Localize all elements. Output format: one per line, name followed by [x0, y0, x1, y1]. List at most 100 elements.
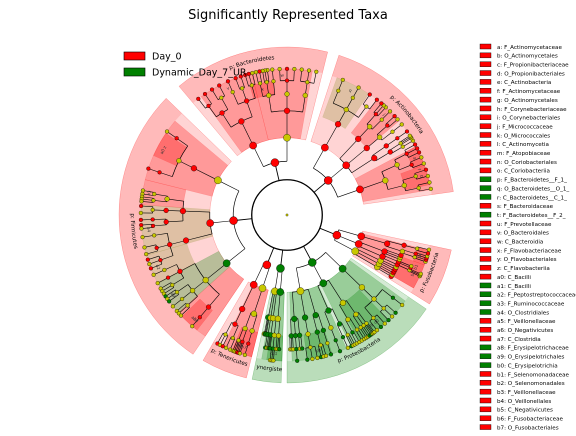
tree-node-p0-0-0-2-2	[258, 81, 262, 85]
side-label-29: a3: F_Ruminococcaceae	[497, 301, 565, 307]
side-label-0: a: F_Actinomycetaceae	[497, 45, 562, 51]
tree-node-p1-0-0-0-1	[414, 174, 418, 178]
side-label-13: n: O_Coriobacteriales	[497, 160, 557, 166]
tree-node-p1-2-0-0-0-1	[368, 93, 372, 97]
tree-node-p2-2-0-1-0-0	[426, 252, 430, 256]
side-label-32: a6: O_Negativicutes	[497, 328, 553, 334]
side-swatch-7	[480, 106, 491, 111]
tree-node-p3-1-1-0-0	[351, 331, 355, 335]
side-swatch-17	[480, 194, 491, 199]
tree-node-p6-0-0-0-0-0	[165, 130, 169, 134]
tree-node-p0-1	[250, 142, 257, 149]
tree-node-p1-1-1-0-0	[391, 130, 395, 134]
tree-node-p5-0-0-0-1-0	[224, 346, 228, 350]
tree-node-p6-2-0-1	[190, 288, 195, 293]
tree-node-p0-1-0-0-0-1	[247, 72, 251, 76]
tree-node-p6-1-1-0-0-0	[141, 235, 145, 239]
side-swatch-19	[480, 212, 491, 217]
side-swatch-33	[480, 336, 491, 341]
side-swatch-9	[480, 124, 491, 129]
tree-node-p0-1-0-0	[244, 99, 249, 104]
root-node	[286, 214, 288, 216]
tree-node-p5-1-0-0-1-2	[238, 351, 242, 355]
side-label-12: m: F_Atopobiaceae	[497, 151, 551, 157]
side-label-14: o: C_Coriobacteriia	[497, 169, 550, 175]
tree-node-p3-1-1-0	[346, 317, 351, 322]
tree-node-p3-1-1-1	[354, 312, 359, 317]
tree-node-p1-1-1-0-1-1	[393, 114, 397, 118]
tree-node-p6-1-1-0-1	[155, 246, 159, 250]
tree-node-p1-1-2-0-1	[374, 112, 378, 116]
tree-node-p6-2-0-0-1-0	[156, 281, 160, 285]
tree-node-p1-1-2-0-1-2	[380, 102, 384, 106]
side-label-28: a2: F_Peptostreptococcaceae	[497, 293, 576, 299]
tree-node-p3-0-2-0-0-2	[324, 354, 328, 358]
side-label-24: y: O_Flavobacteriales	[497, 257, 557, 263]
tree-node-p0-1-0-1-1-0	[203, 92, 207, 96]
tree-node-p3-0-1	[302, 315, 308, 321]
tree-node-p6-1-1-0-1-1	[144, 252, 148, 256]
tree-node-p1-1-1-0-1-0	[396, 117, 400, 121]
tree-node-p0-1-0-0-1	[240, 86, 244, 90]
side-label-33: a7: C_Clostridia	[497, 337, 541, 343]
tree-node-p3-2-0-0-1-2	[394, 311, 398, 315]
tree-node-p0-1-0-0-0	[250, 83, 254, 87]
tree-node-p3-2-0-0-0-2	[383, 322, 387, 326]
tree-node-p1-1-1	[364, 145, 370, 151]
tree-node-p3-1-0-1-1	[346, 333, 350, 337]
tree-node-p5-1-0-1-0-0	[243, 353, 247, 357]
tree-node-p6-1-0-1-0-0	[139, 204, 143, 208]
tree-node-p1-0-0-1-1-2	[413, 143, 417, 147]
side-swatch-4	[480, 79, 491, 84]
tree-node-p3-0-0	[291, 316, 297, 322]
side-label-39: b3: F_Veillonellaceae	[497, 390, 556, 396]
tree-node-p0-0-0-0-0-2	[300, 68, 304, 72]
tree-node-p6-1-1-0-2	[158, 258, 162, 262]
side-label-18: s: F_Bacteroidaceae	[497, 204, 554, 210]
tree-node-p6-0-0-0-1	[158, 170, 162, 174]
tree-node-p5-0-0-0-0	[224, 333, 228, 337]
tree-node-p1-0-0-0-1-1	[424, 168, 428, 172]
side-swatch-15	[480, 177, 491, 182]
side-label-27: a1: C_Bacilli	[497, 284, 531, 290]
side-label-10: k: O_Micrococcales	[497, 133, 550, 139]
side-label-34: a8: F_Erysipelotrichaceae	[497, 346, 569, 352]
tree-node-p3-0-0-1-0	[294, 347, 298, 351]
side-swatch-0	[480, 44, 491, 49]
tree-node-p1-1-0-1	[384, 144, 389, 149]
phylum-node-0	[271, 159, 279, 167]
phylum-node-1	[324, 176, 332, 184]
tree-node-p6-1-1-0-2-0	[146, 258, 150, 262]
tree-node-p3-2-0-0	[372, 297, 377, 302]
side-swatch-11	[480, 141, 491, 146]
side-label-43: b7: O_Fusobacteriales	[497, 425, 559, 431]
tree-node-p6-1-0-2-1-1	[140, 227, 144, 231]
tree-node-p6-1-1-0-2-2	[149, 266, 153, 270]
side-label-36: b0: C_Erysipelotrichia	[497, 363, 558, 369]
tree-node-p1-0-0-1-1-0	[417, 150, 421, 154]
chart-title: Significantly Represented Taxa	[0, 8, 576, 23]
tree-node-p2-0	[352, 248, 359, 255]
side-label-20: u: F_Prevotellaceae	[497, 222, 552, 228]
tree-node-p2-2-0-1-0-1	[427, 248, 431, 252]
tree-node-p6-2-0-0-0-0	[152, 273, 156, 277]
tree-node-p3-1-0-0-0-0	[338, 349, 342, 353]
tree-node-p3-2-0-0-2-0	[400, 303, 404, 307]
tree-node-p0-0	[283, 134, 290, 141]
tree-node-p3-1-0-1	[337, 322, 342, 327]
tree-node-p6-1-0-0-0	[152, 192, 156, 196]
tree-node-p3-0-0-2	[297, 333, 302, 338]
tree-node-p3-0-1-0-0-0	[305, 358, 309, 362]
side-label-4: e: C_Actinobacteria	[497, 80, 551, 86]
tree-node-p1-0-0-0-0-0	[429, 187, 433, 191]
side-swatch-30	[480, 310, 491, 315]
tree-node-p0-0-0-0-0-0	[314, 70, 318, 74]
tree-node-p4-1-0-1	[276, 333, 281, 338]
tree-node-p6-1-0-0	[165, 197, 170, 202]
tree-node-p3-0-2-1	[321, 328, 326, 333]
side-label-31: a5: F_Veillonellaceae	[497, 319, 556, 325]
side-swatch-1	[480, 53, 491, 58]
tree-node-p0-1-0	[238, 118, 244, 124]
side-swatch-40	[480, 398, 491, 403]
tree-node-p3-0-0-1-0-0	[295, 359, 299, 363]
